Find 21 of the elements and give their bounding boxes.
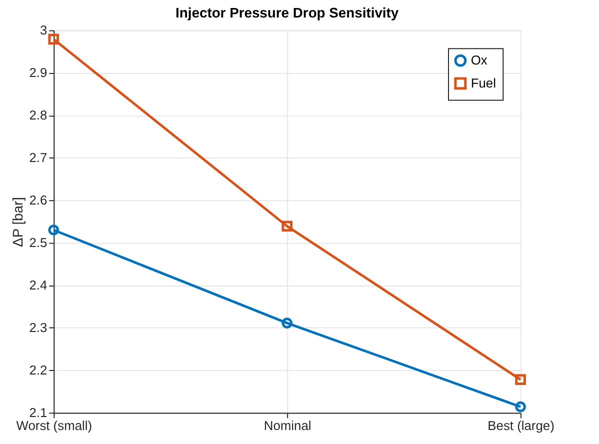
y-tick-label: 2.8 (29, 108, 48, 123)
legend-label: Fuel (470, 75, 496, 90)
chart-title: Injector Pressure Drop Sensitivity (176, 4, 399, 20)
y-tick-label: 3 (40, 22, 48, 38)
y-tick-label: 2.6 (29, 192, 48, 208)
y-tick-label: 2.3 (29, 320, 48, 336)
y-tick-label: 2.5 (29, 235, 48, 250)
y-tick-label: 2.4 (29, 278, 48, 293)
y-tick-label: 2.1 (29, 405, 48, 420)
y-axis-title: ΔP [bar] (9, 197, 26, 247)
y-tick-label: 2.2 (29, 362, 48, 378)
x-tick-label: Worst (small) (16, 418, 92, 434)
point (515, 374, 526, 385)
x-tick-label: Best (large) (488, 418, 554, 434)
y-tick-label: 2.7 (29, 150, 48, 166)
point (48, 34, 60, 45)
point (282, 220, 292, 232)
point (282, 318, 292, 328)
legend-label: Ox (470, 52, 488, 68)
y-tick-label: 2.9 (29, 65, 48, 80)
x-tick-label: Nominal (264, 418, 312, 434)
